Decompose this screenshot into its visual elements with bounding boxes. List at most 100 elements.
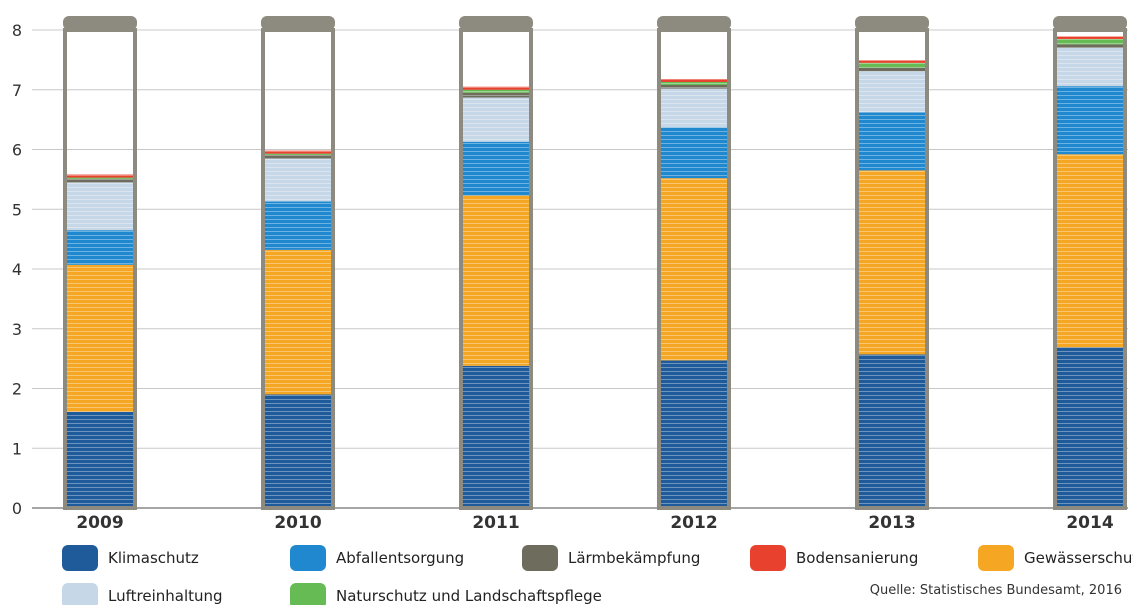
bar-segment-texture	[65, 230, 135, 265]
bar-segment-texture	[461, 86, 531, 90]
legend-swatch	[62, 545, 98, 571]
bar-segment-texture	[659, 88, 729, 128]
bar-frame	[1053, 28, 1127, 510]
bar-segment-texture	[461, 97, 531, 142]
legend-swatch	[522, 545, 558, 571]
legend-swatch	[290, 583, 326, 605]
bar-segment-texture	[65, 177, 135, 179]
bar-segment-texture	[461, 365, 531, 508]
legend-label: Bodensanierung	[796, 549, 918, 567]
bar-segment-texture	[65, 411, 135, 508]
bar-stack-2012	[657, 16, 731, 510]
legend-item: Luftreinhaltung	[62, 583, 223, 605]
bar-frame	[657, 28, 731, 510]
y-tick-label: 8	[12, 21, 22, 40]
bar-segment-texture	[659, 84, 729, 89]
stacked-bars	[63, 16, 1127, 510]
bar-segment-texture	[659, 81, 729, 85]
y-tick-label: 4	[12, 260, 22, 279]
bar-segment-texture	[263, 158, 333, 202]
legend-item: Klimaschutz	[62, 545, 199, 571]
y-tick-label: 7	[12, 81, 22, 100]
bar-segment-texture	[1055, 36, 1125, 39]
bar-segment-texture	[857, 112, 927, 171]
bar-segment-texture	[1055, 44, 1125, 48]
source-note: Quelle: Statistisches Bundesamt, 2016	[870, 583, 1122, 598]
y-tick-label: 6	[12, 141, 22, 160]
bar-segment-texture	[263, 153, 333, 155]
legend-swatch	[290, 545, 326, 571]
bar-segment-texture	[857, 67, 927, 72]
bar-segment-texture	[857, 62, 927, 68]
bar-segment-texture	[1055, 38, 1125, 45]
x-tick-label: 2013	[868, 513, 915, 533]
legend-label: Klimaschutz	[108, 549, 199, 567]
bar-stack-2009	[63, 16, 137, 510]
bar-segment-texture	[65, 174, 135, 178]
bar-cap	[261, 16, 335, 30]
bar-segment-texture	[461, 141, 531, 196]
legend-item: Bodensanierung	[750, 545, 918, 571]
y-tick-label: 3	[12, 320, 22, 339]
bar-segment-texture	[263, 201, 333, 250]
legend-swatch	[978, 545, 1014, 571]
bar-segment-texture	[1055, 347, 1125, 508]
legend-swatch	[62, 583, 98, 605]
bar-segment-texture	[65, 178, 135, 183]
y-tick-label: 5	[12, 200, 22, 219]
legend-item: Lärmbekämpfung	[522, 545, 700, 571]
bar-segment-texture	[461, 89, 531, 93]
legend-item: Abfallentsorgung	[290, 545, 464, 571]
bar-segment-texture	[857, 60, 927, 63]
x-tick-label: 2010	[274, 513, 321, 533]
bar-segment-texture	[65, 182, 135, 231]
bar-segment-texture	[659, 178, 729, 361]
y-tick-label: 1	[12, 439, 22, 458]
bar-segment-texture	[263, 154, 333, 159]
legend-label: Lärmbekämpfung	[568, 549, 700, 567]
legend-item: Gewässerschutz	[978, 545, 1133, 571]
bar-stack-2013	[855, 16, 929, 510]
x-tick-label: 2011	[472, 513, 519, 533]
y-axis: 0 1 2 3 4 5 6 7 8	[12, 21, 1128, 518]
x-tick-label: 2014	[1066, 513, 1113, 533]
bar-stack-2011	[459, 16, 533, 510]
y-tick-label: 2	[12, 380, 22, 399]
bar-segment-texture	[857, 71, 927, 113]
bar-segment-texture	[263, 150, 333, 154]
x-tick-label: 2009	[76, 513, 123, 533]
bar-segment-texture	[659, 78, 729, 82]
y-tick-label: 0	[12, 499, 22, 518]
legend-item: Naturschutz und Landschaftspflege	[290, 583, 602, 605]
bar-segment-texture	[1055, 47, 1125, 87]
legend-swatch	[750, 545, 786, 571]
bar-stack-2010	[261, 16, 335, 510]
x-tick-label: 2012	[670, 513, 717, 533]
bar-segment-texture	[65, 264, 135, 412]
bar-cap	[855, 16, 929, 30]
bar-cap	[459, 16, 533, 30]
bar-cap	[1053, 16, 1127, 30]
bar-segment-texture	[263, 394, 333, 508]
legend-label: Naturschutz und Landschaftspflege	[336, 587, 602, 605]
bar-segment-texture	[461, 92, 531, 98]
bar-frame	[63, 28, 137, 510]
gridlines	[32, 29, 1128, 509]
bar-stack-2014	[1053, 16, 1127, 510]
bar-segment-texture	[659, 127, 729, 179]
bar-segment-texture	[1055, 86, 1125, 155]
bar-frame	[459, 28, 533, 510]
bar-segment-texture	[857, 170, 927, 355]
bar-segment-texture	[857, 354, 927, 508]
bar-segment-texture	[263, 249, 333, 395]
legend-label: Luftreinhaltung	[108, 587, 223, 605]
bar-segment-texture	[1055, 154, 1125, 348]
x-axis: 2009 2010 2011 2012 2013 2014	[76, 513, 1113, 533]
bar-cap	[63, 16, 137, 30]
bar-segment-texture	[461, 195, 531, 366]
legend-label: Abfallentsorgung	[336, 549, 464, 567]
bar-frame	[855, 28, 929, 510]
bar-segment-texture	[659, 360, 729, 508]
bar-cap	[657, 16, 731, 30]
